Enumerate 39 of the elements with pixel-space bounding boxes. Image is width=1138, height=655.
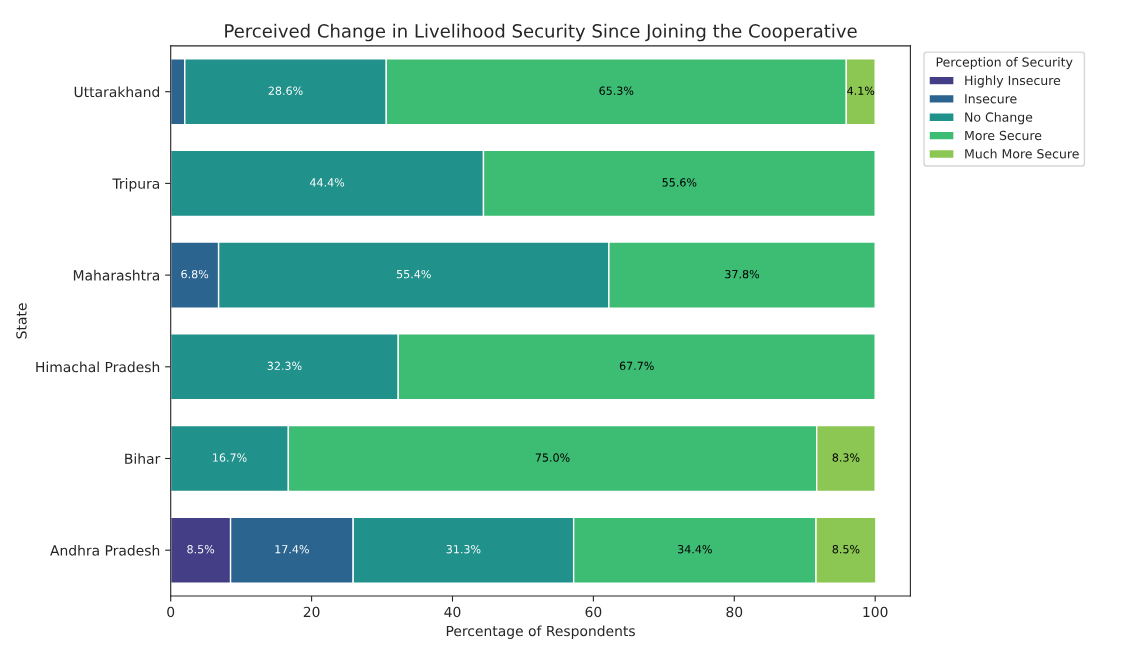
data-label: 8.3% (832, 453, 860, 462)
data-label: 44.4% (309, 178, 345, 187)
x-tick-label: 20 (303, 606, 320, 618)
y-axis-title: State (16, 303, 27, 339)
data-label: 32.3% (267, 361, 302, 371)
data-label: 31.3% (446, 545, 481, 554)
x-axis-title: Percentage of Respondents (446, 625, 635, 639)
y-tick-label: Maharashtra (73, 269, 160, 281)
data-label: 37.8% (725, 269, 760, 279)
data-label: 34.4% (678, 545, 712, 554)
data-label: 28.6% (268, 86, 303, 95)
y-tick-label: Tripura (112, 178, 160, 192)
data-label: 8.5% (832, 545, 860, 554)
data-label: 16.7% (213, 453, 247, 462)
data-label: 75.0% (535, 453, 570, 462)
y-tick-label: Andhra Pradesh (50, 544, 160, 556)
y-tick-label: Bihar (125, 453, 161, 464)
data-label: 6.8% (181, 269, 209, 279)
data-label: 55.6% (662, 178, 697, 187)
data-label: 67.7% (619, 361, 654, 371)
y-tick-label: Himachal Pradesh (36, 361, 160, 373)
x-tick-label: 0 (167, 606, 175, 618)
legend-label: No Change (965, 112, 1033, 125)
data-label: 4.1% (847, 86, 875, 95)
data-label: 8.5% (187, 545, 215, 554)
chart-title: Perceived Change in Livelihood Security Since Joining the Cooperative (225, 23, 857, 42)
data-label: 55.4% (396, 269, 431, 279)
x-tick-label: 100 (863, 606, 888, 618)
data-label: 17.4% (275, 545, 309, 554)
legend-label: Insecure (965, 94, 1017, 104)
y-tick-label: Uttarakhand (74, 86, 160, 98)
data-label: 65.3% (599, 86, 634, 95)
legend-label: Much More Secure (965, 148, 1079, 159)
legend-title: Perception of Security (936, 57, 1073, 70)
x-tick-label: 80 (726, 606, 743, 618)
legend-label: More Secure (965, 130, 1042, 141)
x-tick-label: 40 (444, 606, 461, 618)
x-tick-label: 60 (585, 606, 602, 618)
legend-label: Highly Insecure (965, 75, 1061, 88)
